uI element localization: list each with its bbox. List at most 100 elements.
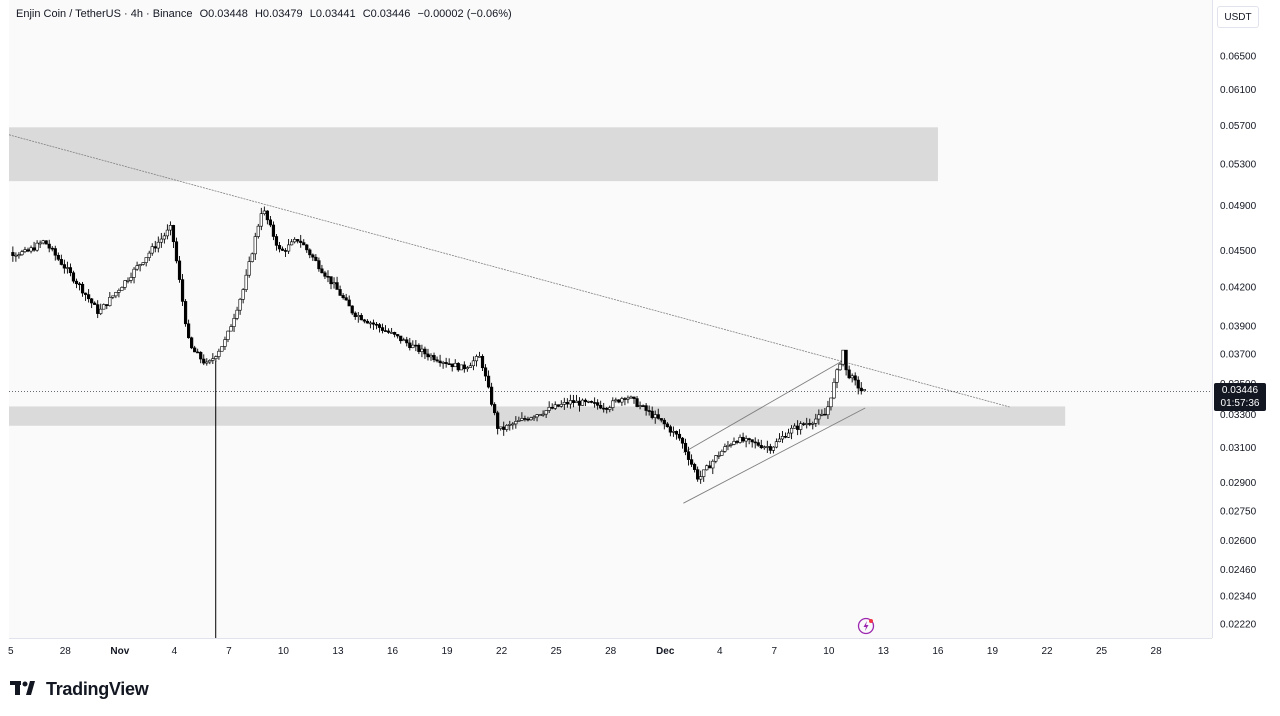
candle-body [514,421,518,425]
chart-area[interactable] [9,0,1212,638]
candle-body [383,330,388,332]
candle-body [417,344,421,352]
candle-body [317,260,321,270]
candle-body [99,308,103,314]
candle-body [44,240,48,245]
candle-body [129,277,133,281]
candle-body [817,414,821,420]
candle-body [338,289,342,296]
candle-body [844,349,848,371]
candle-body [93,302,97,305]
candle-body [653,414,657,418]
time-axis-label: 10 [823,646,835,657]
candle-body [108,297,112,306]
candle-body [432,355,436,361]
candle-body [671,431,676,433]
candle-body [499,426,503,429]
candle-body [208,360,212,363]
candle-body [50,247,54,250]
chart-svg[interactable]: 0.06500 0.06100 0.05700 0.05300 0.04900 0.045… [0,0,1280,663]
candle-body [259,213,263,227]
candle-body [593,402,597,404]
currency-button[interactable]: USDT [1217,6,1259,28]
time-axis-label: Dec [656,646,675,657]
candle-body [308,249,312,256]
candle-body [771,446,775,451]
price-axis[interactable] [1212,0,1280,638]
candle-body [277,245,282,250]
candle-body [574,400,579,403]
candle-body [244,274,248,290]
candle-body [662,419,666,425]
candle-body [735,441,739,443]
candle-body [359,315,363,321]
time-axis[interactable] [9,638,1212,664]
time-axis-label: 4 [717,646,723,657]
candle-body [132,268,136,278]
candle-body [674,431,679,435]
candle-body [547,406,551,411]
candle-body [732,441,736,445]
candle-body [702,469,706,477]
candle-body [589,401,594,403]
candle-body [490,386,494,405]
time-axis-label: 10 [278,646,290,657]
candle-body [693,464,697,470]
candle-body [250,253,254,262]
candle-body [274,236,279,246]
candle-body [823,413,827,416]
candle-body [680,437,685,444]
candle-body [17,254,21,257]
candle-body [726,444,730,447]
candle-body [271,224,276,237]
tradingview-logo[interactable]: TradingView [10,679,149,700]
candle-body [444,362,448,364]
candle-body [511,423,515,426]
candle-body [835,369,839,383]
candle-body [156,241,160,249]
time-axis-label: 13 [878,646,890,657]
price-axis-label: 0.02900 [1220,478,1257,489]
candle-body [162,235,166,240]
candle-body [793,425,797,429]
candle-body [562,402,566,405]
candle-body [299,240,303,243]
candle-body [153,246,157,249]
time-axis-label: 28 [1151,646,1163,657]
candle-body [290,241,294,246]
candle-body [853,375,857,381]
candle-body [135,265,139,270]
candle-body [620,398,624,403]
candle-body [638,405,642,407]
price-labels-layer: 0.06500 0.06100 0.05700 0.05300 0.04900 0.045… [1220,52,1257,631]
candle-body [183,301,188,325]
time-axis-label: 25 [551,646,563,657]
candle-body [714,455,718,462]
candle-body [147,252,151,258]
candle-body [759,445,763,448]
candle-body [808,423,812,425]
lightning-alert-icon[interactable] [857,617,875,635]
candle-body [296,239,300,242]
candle-body [647,410,651,412]
candle-body [729,444,733,446]
candle-body [756,442,760,446]
candle-body [565,402,569,405]
candle-body [96,304,100,314]
candle-body [393,332,397,335]
candle-body [453,362,457,368]
candle-body [265,210,269,221]
candle-body [344,297,348,301]
candle-body [262,210,266,214]
candle-body [738,436,742,443]
candle-body [480,356,485,369]
candle-body [656,414,660,419]
candle-body [247,261,251,276]
candle-body [493,404,497,414]
candle-body [380,327,385,331]
candle-body [789,427,794,434]
candle-body [408,342,412,349]
candle-body [447,363,451,365]
candle-body [508,424,512,426]
candle-body [26,249,30,252]
